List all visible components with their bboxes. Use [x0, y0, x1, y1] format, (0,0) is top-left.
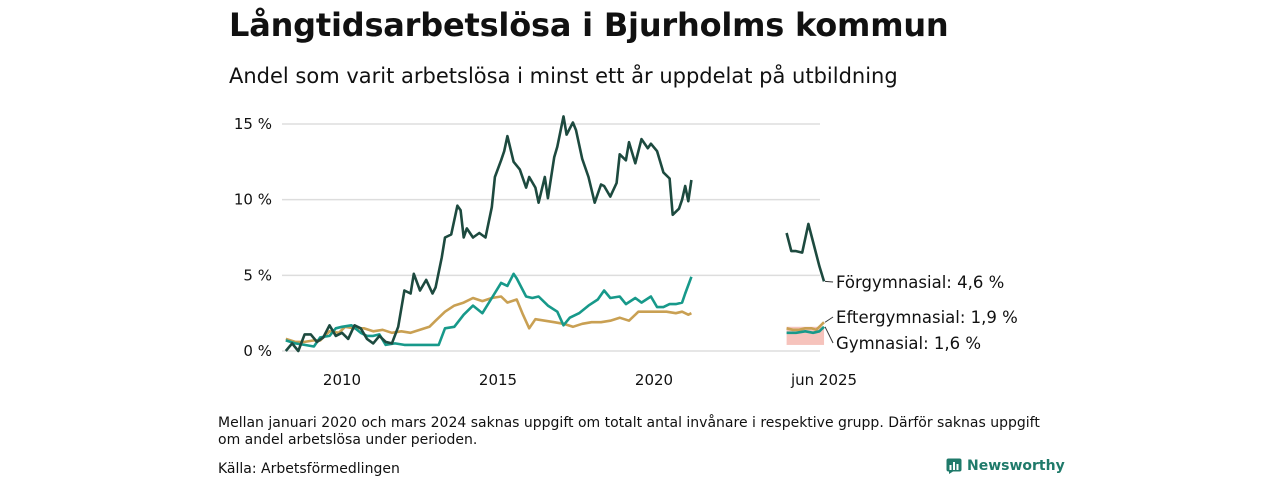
end-label-eftergymnasial: Eftergymnasial: 1,9 % [836, 308, 1018, 327]
series-line-förgymnasial [785, 222, 826, 282]
y-tick-label: 10 % [234, 191, 272, 209]
brand-name: Newsworthy [967, 458, 1065, 474]
x-tick-label: 2015 [479, 371, 517, 389]
x-tick-label: jun 2025 [790, 371, 857, 389]
series-lines [284, 115, 826, 353]
footnote: Mellan januari 2020 och mars 2024 saknas… [218, 415, 1040, 448]
y-tick-label: 0 % [243, 342, 272, 360]
newsworthy-logo[interactable]: Newsworthy [946, 458, 1065, 474]
leader-line [824, 326, 834, 344]
y-axis: 0 % 5 % 10 % 15 % [234, 115, 272, 360]
newsworthy-icon [946, 458, 962, 474]
series-line-gymnasial [285, 272, 693, 348]
chart-subtitle: Andel som varit arbetslösa i minst ett å… [229, 64, 898, 88]
y-tick-label: 15 % [234, 115, 272, 133]
series-line-förgymnasial [284, 115, 693, 353]
series-line-gymnasial [786, 325, 825, 335]
end-label-forgymnasial: Förgymnasial: 4,6 % [836, 273, 1004, 292]
x-axis: 2010 2015 2020 jun 2025 [323, 371, 857, 389]
leader-line [824, 316, 834, 323]
chart-title: Långtidsarbetslösa i Bjurholms kommun [229, 6, 949, 44]
source-text: Källa: Arbetsförmedlingen [218, 461, 400, 477]
gridlines [282, 123, 820, 352]
y-tick-label: 5 % [243, 266, 272, 284]
x-tick-label: 2020 [635, 371, 673, 389]
leader-line [825, 280, 834, 283]
series-line-eftergymnasial [786, 321, 825, 332]
x-tick-label: 2010 [323, 371, 361, 389]
end-labels: Förgymnasial: 4,6 % Eftergymnasial: 1,9 … [824, 273, 1018, 353]
end-label-gymnasial: Gymnasial: 1,6 % [836, 334, 981, 353]
